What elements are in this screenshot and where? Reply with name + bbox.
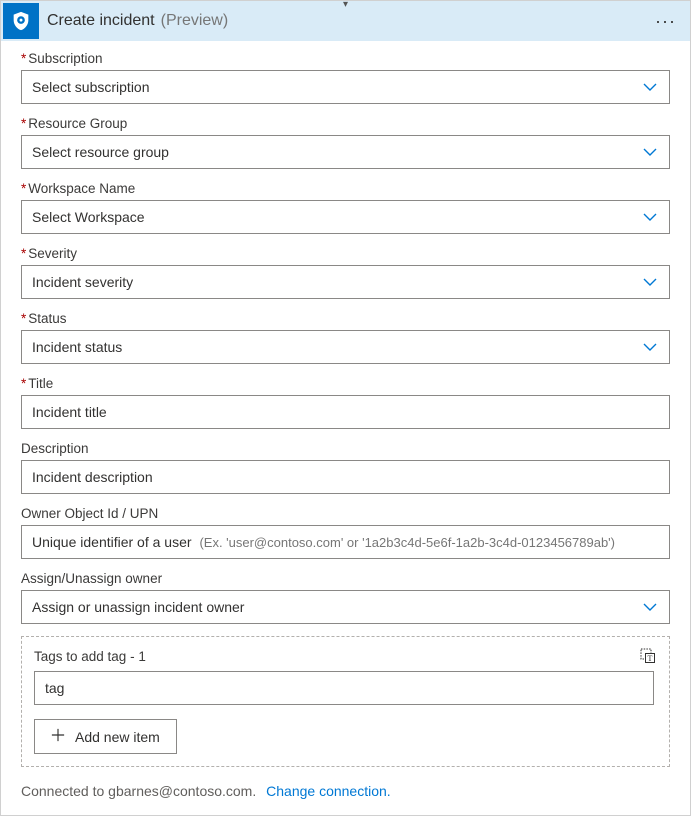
label-workspace-name: *Workspace Name bbox=[21, 181, 670, 196]
svg-text:T: T bbox=[648, 654, 653, 663]
label-description: Description bbox=[21, 441, 670, 456]
field-workspace-name: *Workspace Name Select Workspace bbox=[21, 181, 670, 234]
select-status-value: Incident status bbox=[32, 339, 641, 355]
form-body: *Subscription Select subscription *Resou… bbox=[1, 41, 690, 815]
select-severity-value: Incident severity bbox=[32, 274, 641, 290]
sentinel-shield-icon bbox=[3, 3, 39, 39]
connected-account: gbarnes@contoso.com. bbox=[108, 783, 256, 799]
add-new-item-label: Add new item bbox=[75, 729, 160, 745]
owner-object-hint: (Ex. 'user@contoso.com' or '1a2b3c4d-5e6… bbox=[199, 535, 615, 550]
tags-header: Tags to add tag - 1 T bbox=[34, 647, 657, 665]
label-severity: *Severity bbox=[21, 246, 670, 261]
change-connection-link[interactable]: Change connection. bbox=[266, 783, 391, 799]
field-resource-group: *Resource Group Select resource group bbox=[21, 116, 670, 169]
input-title-value: Incident title bbox=[32, 404, 659, 420]
select-status[interactable]: Incident status bbox=[21, 330, 670, 364]
label-resource-group: *Resource Group bbox=[21, 116, 670, 131]
panel-title-preview: (Preview) bbox=[161, 12, 229, 30]
panel-header: ▾ Create incident (Preview) ··· bbox=[1, 1, 690, 41]
label-status: *Status bbox=[21, 311, 670, 326]
plus-icon bbox=[51, 728, 65, 745]
chevron-down-icon bbox=[641, 143, 659, 161]
field-title: *Title Incident title bbox=[21, 376, 670, 429]
chevron-down-icon bbox=[641, 78, 659, 96]
input-owner-object[interactable]: Unique identifier of a user (Ex. 'user@c… bbox=[21, 525, 670, 559]
field-subscription: *Subscription Select subscription bbox=[21, 51, 670, 104]
connection-footer: Connected to gbarnes@contoso.com. Change… bbox=[21, 783, 670, 799]
input-owner-object-value: Unique identifier of a user (Ex. 'user@c… bbox=[32, 534, 659, 550]
chevron-down-icon bbox=[641, 598, 659, 616]
tags-label: Tags to add tag - 1 bbox=[34, 649, 639, 664]
label-subscription: *Subscription bbox=[21, 51, 670, 66]
field-description: Description Incident description bbox=[21, 441, 670, 494]
select-workspace-name-value: Select Workspace bbox=[32, 209, 641, 225]
select-subscription[interactable]: Select subscription bbox=[21, 70, 670, 104]
panel-title-text: Create incident bbox=[47, 12, 155, 30]
chevron-down-icon bbox=[641, 273, 659, 291]
collapse-caret-icon[interactable]: ▾ bbox=[343, 0, 348, 10]
input-description[interactable]: Incident description bbox=[21, 460, 670, 494]
select-subscription-value: Select subscription bbox=[32, 79, 641, 95]
select-resource-group-value: Select resource group bbox=[32, 144, 641, 160]
input-description-value: Incident description bbox=[32, 469, 659, 485]
label-owner-object: Owner Object Id / UPN bbox=[21, 506, 670, 521]
create-incident-panel: ▾ Create incident (Preview) ··· *Subscri… bbox=[0, 0, 691, 816]
select-severity[interactable]: Incident severity bbox=[21, 265, 670, 299]
field-status: *Status Incident status bbox=[21, 311, 670, 364]
connected-prefix: Connected to bbox=[21, 783, 108, 799]
field-owner-object: Owner Object Id / UPN Unique identifier … bbox=[21, 506, 670, 559]
panel-title: Create incident (Preview) bbox=[47, 12, 228, 30]
select-workspace-name[interactable]: Select Workspace bbox=[21, 200, 670, 234]
add-new-item-button[interactable]: Add new item bbox=[34, 719, 177, 754]
field-assign-owner: Assign/Unassign owner Assign or unassign… bbox=[21, 571, 670, 624]
tags-section: Tags to add tag - 1 T tag Add new item bbox=[21, 636, 670, 767]
tags-input[interactable]: tag bbox=[34, 671, 654, 705]
select-assign-owner-value: Assign or unassign incident owner bbox=[32, 599, 641, 615]
select-resource-group[interactable]: Select resource group bbox=[21, 135, 670, 169]
select-assign-owner[interactable]: Assign or unassign incident owner bbox=[21, 590, 670, 624]
label-title: *Title bbox=[21, 376, 670, 391]
chevron-down-icon bbox=[641, 338, 659, 356]
input-title[interactable]: Incident title bbox=[21, 395, 670, 429]
chevron-down-icon bbox=[641, 208, 659, 226]
tags-input-value: tag bbox=[45, 680, 64, 696]
label-assign-owner: Assign/Unassign owner bbox=[21, 571, 670, 586]
field-severity: *Severity Incident severity bbox=[21, 246, 670, 299]
dynamic-content-icon[interactable]: T bbox=[639, 647, 657, 665]
more-options-button[interactable]: ··· bbox=[651, 11, 680, 32]
